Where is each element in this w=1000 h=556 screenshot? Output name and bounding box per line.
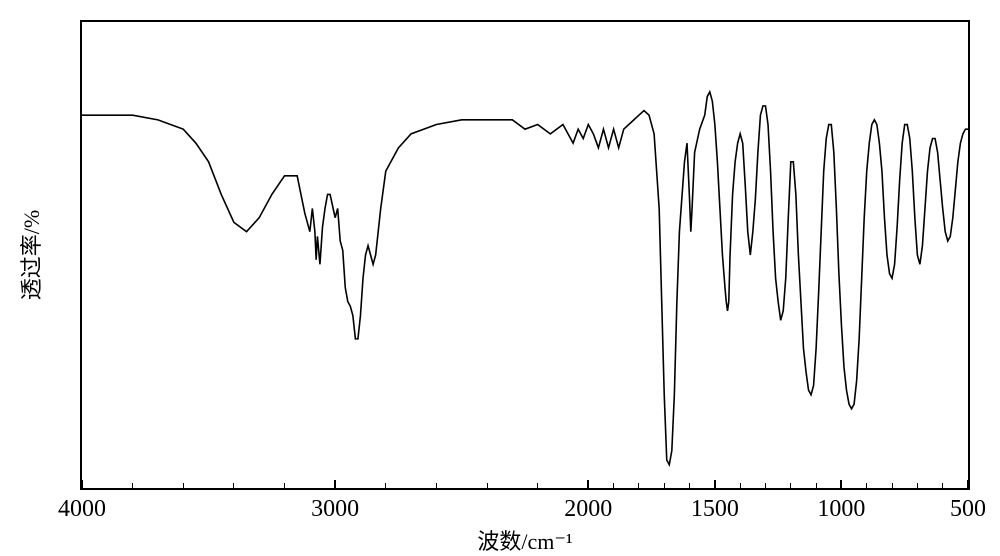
x-tick-minor [537,483,538,488]
x-tick-minor [385,483,386,488]
x-tick-minor [942,483,943,488]
y-axis-label: 透过率/% [14,210,46,300]
x-tick-label: 500 [950,496,986,523]
x-tick-major [967,480,969,488]
x-tick-minor [765,483,766,488]
x-tick-minor [638,483,639,488]
x-tick-minor [613,483,614,488]
x-tick-major [840,480,842,488]
x-tick-minor [487,483,488,488]
x-tick-minor [183,483,184,488]
x-tick-minor [816,483,817,488]
plot-area [80,20,970,490]
x-tick-major [81,480,83,488]
x-tick-minor [917,483,918,488]
x-tick-label: 1500 [691,496,739,523]
x-tick-label: 2000 [564,496,612,523]
x-tick-major [714,480,716,488]
x-tick-minor [132,483,133,488]
spectrum-line [82,22,968,488]
x-tick-minor [436,483,437,488]
x-tick-minor [689,483,690,488]
x-tick-minor [790,483,791,488]
x-tick-minor [664,483,665,488]
x-tick-minor [866,483,867,488]
x-tick-label: 1000 [817,496,865,523]
x-tick-major [334,480,336,488]
x-tick-minor [284,483,285,488]
x-tick-label: 4000 [58,496,106,523]
x-tick-minor [740,483,741,488]
ir-spectrum-figure: 透过率/% 4000 3000 2000 1500 1000 500 波数/cm⁻¹ [0,0,1000,556]
x-tick-major [587,480,589,488]
x-tick-minor [892,483,893,488]
x-tick-minor [233,483,234,488]
x-axis-label: 波数/cm⁻¹ [477,524,572,556]
x-tick-label: 3000 [311,496,359,523]
